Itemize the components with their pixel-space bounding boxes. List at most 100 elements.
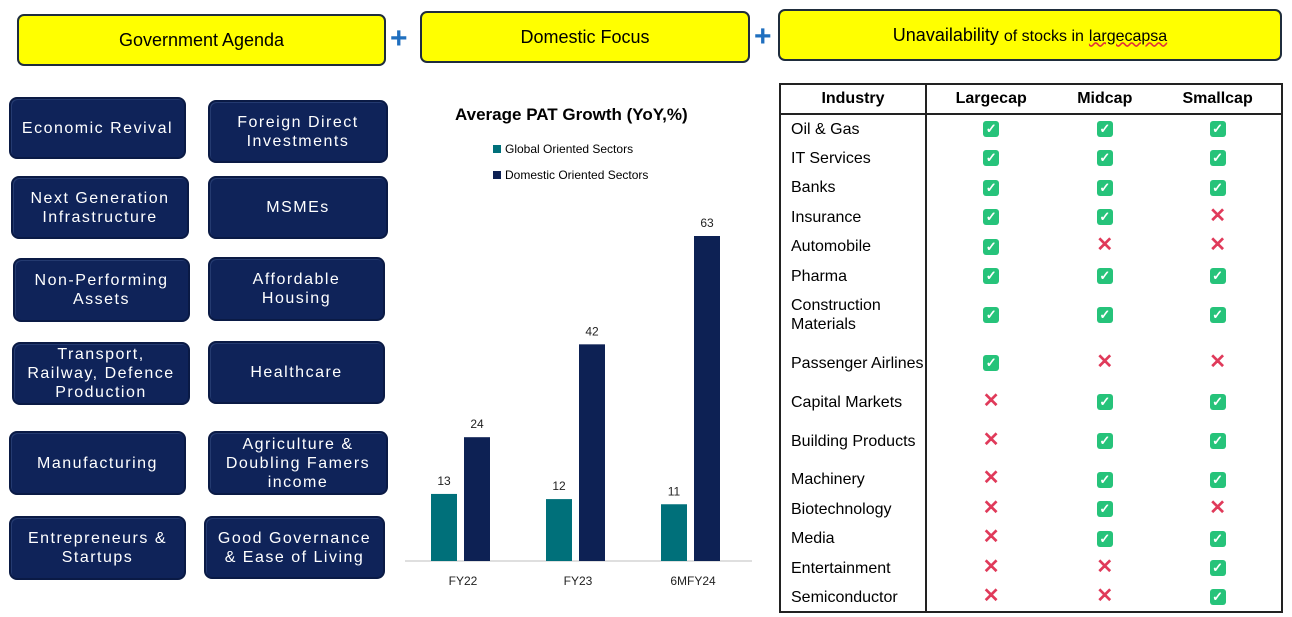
cross-icon: ✕ (1209, 496, 1226, 519)
agenda-economic-revival: Economic Revival (9, 97, 186, 159)
cross-icon: ✕ (982, 584, 1000, 607)
check-icon: ✓ (1096, 307, 1113, 323)
availability-cell: ✕ (926, 494, 1055, 524)
data-label: 12 (552, 479, 566, 493)
industry-cell: Pharma (780, 261, 927, 291)
availability-cell: ✕ (1154, 339, 1282, 387)
unavailability-box: Unavailability of stocks in largecapsa (778, 9, 1282, 61)
legend-swatch (493, 145, 501, 153)
availability-cell: ✓ (1154, 553, 1282, 583)
agenda-infrastructure: Next Generation Infrastructure (11, 176, 189, 239)
check-icon: ✓ (1096, 179, 1113, 196)
legend-label: Global Oriented Sectors (505, 142, 634, 156)
table-row: Insurance ✓ ✓ ✕ (780, 202, 1282, 232)
table-row: Entertainment ✕ ✕ ✓ (780, 553, 1282, 583)
availability-cell: ✓ (1055, 143, 1154, 173)
availability-cell: ✓ (1055, 202, 1154, 232)
government-agenda-box: Government Agenda (17, 14, 386, 66)
plus-icon: + (390, 22, 408, 55)
legend-swatch (493, 171, 501, 179)
check-icon: ✓ (983, 355, 1000, 371)
cross-icon: ✕ (1209, 234, 1226, 256)
legend-label: Domestic Oriented Sectors (505, 168, 649, 182)
unavailability-label: Unavailability of stocks in largecapsa (892, 24, 1168, 45)
check-icon: ✓ (1209, 530, 1226, 547)
availability-cell: ✓ (1055, 417, 1154, 465)
table-row: Oil & Gas ✓ ✓ ✓ (780, 114, 1282, 143)
data-label: 13 (437, 474, 451, 488)
chart-title: Average PAT Growth (YoY,%) (455, 105, 688, 124)
availability-cell: ✓ (1055, 387, 1154, 417)
industry-cell: Construction Materials (780, 291, 927, 339)
agenda-affordable-housing: Affordable Housing (208, 257, 385, 321)
industry-cell: Media (780, 524, 927, 553)
table-row: Pharma ✓ ✓ ✓ (780, 261, 1282, 291)
check-icon: ✓ (1096, 394, 1113, 410)
industry-cell: Automobile (780, 232, 927, 261)
agenda-entrepreneurs: Entrepreneurs & Startups (9, 516, 186, 580)
agenda-healthcare: Healthcare (208, 341, 385, 404)
table-row: Media ✕ ✓ ✓ (780, 524, 1282, 553)
check-icon: ✓ (983, 179, 1000, 196)
availability-cell: ✓ (1055, 465, 1154, 494)
cross-icon: ✕ (982, 526, 1000, 548)
check-icon: ✓ (983, 307, 1000, 323)
data-label: 63 (700, 216, 714, 230)
check-icon: ✓ (1096, 501, 1113, 517)
table-row: Automobile ✓ ✕ ✕ (780, 232, 1282, 261)
column-header: Largecap (926, 84, 1056, 115)
cross-icon: ✕ (982, 496, 1000, 519)
check-icon: ✓ (1209, 589, 1226, 605)
government-agenda-label: Government Agenda (118, 29, 285, 50)
industry-cell: Oil & Gas (780, 114, 927, 143)
domestic-focus-box: Domestic Focus (420, 11, 750, 63)
check-icon: ✓ (1209, 150, 1226, 166)
check-icon: ✓ (983, 150, 1000, 166)
check-icon: ✓ (1209, 307, 1226, 323)
cross-icon: ✕ (1096, 555, 1114, 578)
industry-cell: Insurance (780, 202, 927, 232)
column-header: Industry (780, 84, 927, 115)
agenda-good-governance: Good Governance & Ease of Living (204, 516, 385, 579)
agenda-transport: Transport, Railway, Defence Production (12, 342, 190, 405)
table-row: Semiconductor ✕ ✕ ✓ (780, 583, 1282, 612)
check-icon: ✓ (1096, 268, 1113, 284)
table-row: Construction Materials ✓ ✓ ✓ (780, 291, 1282, 339)
check-icon: ✓ (1209, 268, 1226, 284)
availability-cell: ✓ (1154, 524, 1282, 553)
agenda-manufacturing: Manufacturing (9, 431, 186, 495)
cross-icon: ✕ (982, 467, 1000, 489)
data-label: 24 (470, 417, 484, 431)
availability-cell: ✓ (1055, 291, 1154, 339)
table-row: Machinery ✕ ✓ ✓ (780, 465, 1282, 494)
availability-cell: ✕ (1154, 232, 1282, 261)
table-header-row: Industry Largecap Midcap Smallcap (780, 84, 1282, 115)
agenda-agriculture: Agriculture & Doubling Famers income (208, 431, 388, 495)
data-label: 11 (668, 484, 681, 498)
availability-cell: ✕ (1055, 553, 1154, 583)
availability-cell: ✓ (1055, 173, 1154, 202)
cross-icon: ✕ (982, 555, 1000, 578)
check-icon: ✓ (1096, 121, 1113, 137)
availability-cell: ✓ (1154, 465, 1282, 494)
agenda-msmes: MSMEs (208, 176, 388, 239)
check-icon: ✓ (1209, 560, 1226, 576)
availability-cell: ✕ (926, 553, 1055, 583)
availability-cell: ✕ (1154, 494, 1282, 524)
table-row: Passenger Airlines ✓ ✕ ✕ (780, 339, 1282, 387)
x-tick-label: FY23 (564, 574, 593, 588)
industry-cell: Passenger Airlines (780, 339, 927, 387)
bar-domestic-FY22 (464, 437, 490, 561)
bar-global-FY22 (431, 493, 457, 561)
cross-icon: ✕ (1096, 234, 1114, 256)
availability-cell: ✓ (1154, 173, 1282, 202)
availability-cell: ✓ (1154, 291, 1282, 339)
check-icon: ✓ (1209, 433, 1226, 449)
check-icon: ✓ (1096, 433, 1113, 449)
check-icon: ✓ (1096, 530, 1113, 547)
check-icon: ✓ (1096, 471, 1113, 488)
check-icon: ✓ (1096, 209, 1113, 225)
table-row: Banks ✓ ✓ ✓ (780, 173, 1282, 202)
availability-cell: ✕ (926, 417, 1055, 465)
availability-cell: ✓ (926, 173, 1055, 202)
